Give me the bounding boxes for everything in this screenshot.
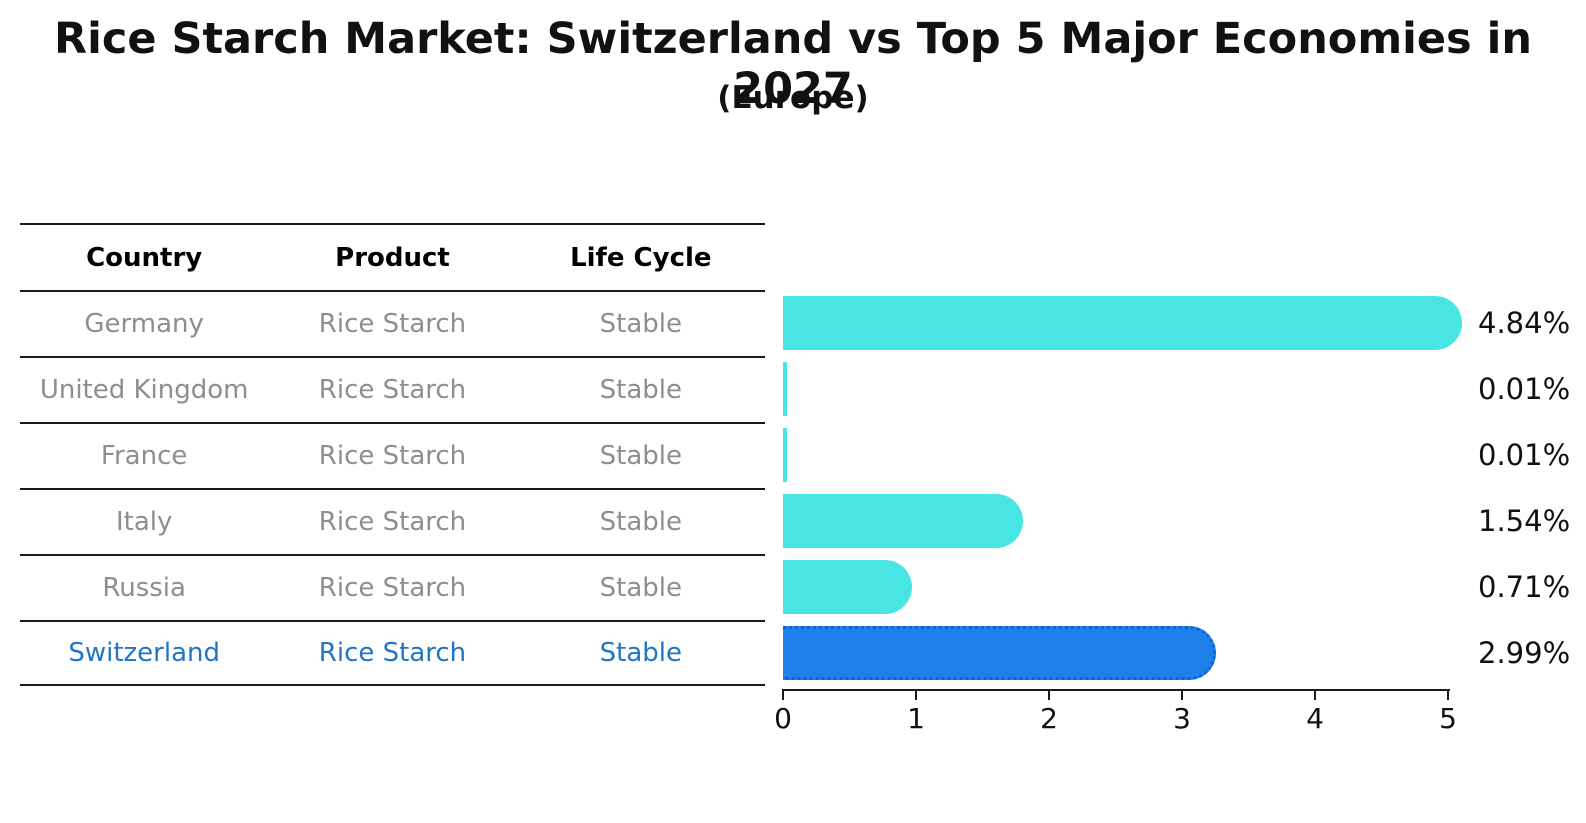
column-header-life-cycle: Life Cycle bbox=[570, 242, 712, 273]
cell-country: Russia bbox=[102, 573, 186, 603]
bar-russia bbox=[783, 560, 913, 614]
cell-product: Rice Starch bbox=[318, 441, 467, 471]
cell-country: United Kingdom bbox=[39, 375, 249, 405]
bar-germany bbox=[783, 296, 1462, 350]
table-row: Italy Rice Starch Stable bbox=[20, 488, 765, 554]
cell-life-cycle: Stable bbox=[599, 309, 682, 339]
value-label: 4.84% bbox=[1478, 306, 1571, 340]
bar-united-kingdom bbox=[783, 362, 787, 416]
value-label: 0.01% bbox=[1478, 372, 1571, 406]
cell-life-cycle: Stable bbox=[599, 375, 682, 405]
country-table: Country Product Life Cycle Germany Rice … bbox=[20, 223, 765, 686]
chart-subtitle: (Europe) bbox=[717, 80, 869, 116]
cell-product: Rice Starch bbox=[318, 507, 467, 537]
cell-product: Rice Starch bbox=[318, 638, 467, 668]
x-tick-mark bbox=[782, 691, 784, 700]
cell-country: Germany bbox=[84, 309, 204, 339]
cell-product: Rice Starch bbox=[318, 573, 467, 603]
column-header-country: Country bbox=[86, 242, 203, 273]
cell-product: Rice Starch bbox=[318, 375, 467, 405]
bar-france bbox=[783, 428, 787, 482]
table-row-highlighted: Switzerland Rice Starch Stable bbox=[20, 620, 765, 686]
column-header-product: Product bbox=[335, 242, 450, 273]
bar-switzerland-highlighted bbox=[783, 626, 1216, 680]
chart-title: Rice Starch Market: Switzerland vs Top 5… bbox=[54, 14, 1532, 114]
cell-life-cycle: Stable bbox=[599, 573, 682, 603]
x-tick-label: 5 bbox=[1439, 702, 1457, 735]
cell-country: Italy bbox=[115, 507, 173, 537]
value-label: 0.01% bbox=[1478, 438, 1571, 472]
x-tick-mark bbox=[1048, 691, 1050, 700]
x-axis-line bbox=[782, 689, 1450, 691]
x-tick-mark bbox=[915, 691, 917, 700]
cell-life-cycle: Stable bbox=[599, 507, 682, 537]
cell-product: Rice Starch bbox=[318, 309, 467, 339]
cell-life-cycle: Stable bbox=[599, 441, 682, 471]
table-row: Germany Rice Starch Stable bbox=[20, 290, 765, 356]
value-label: 1.54% bbox=[1478, 504, 1571, 538]
bar-italy bbox=[783, 494, 1023, 548]
x-tick-mark bbox=[1447, 691, 1449, 700]
x-tick-label: 3 bbox=[1173, 702, 1191, 735]
cell-country: Switzerland bbox=[68, 638, 220, 668]
table-row: Russia Rice Starch Stable bbox=[20, 554, 765, 620]
x-tick-label: 2 bbox=[1040, 702, 1058, 735]
value-label: 0.71% bbox=[1478, 570, 1571, 604]
table-header-row: Country Product Life Cycle bbox=[20, 223, 765, 290]
x-tick-mark bbox=[1181, 691, 1183, 700]
table-row: France Rice Starch Stable bbox=[20, 422, 765, 488]
cell-life-cycle: Stable bbox=[599, 638, 682, 668]
x-tick-label: 4 bbox=[1306, 702, 1324, 735]
value-label: 2.99% bbox=[1478, 636, 1571, 670]
x-tick-label: 1 bbox=[907, 702, 925, 735]
cell-country: France bbox=[100, 441, 188, 471]
x-tick-label: 0 bbox=[774, 702, 792, 735]
table-row: United Kingdom Rice Starch Stable bbox=[20, 356, 765, 422]
x-tick-mark bbox=[1314, 691, 1316, 700]
